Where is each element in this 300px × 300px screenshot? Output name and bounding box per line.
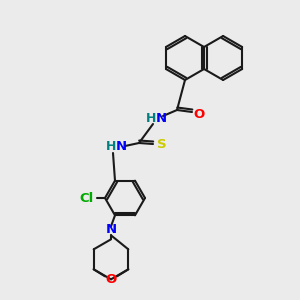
Text: H: H [106,140,116,154]
Text: S: S [157,139,167,152]
Text: H: H [146,112,156,124]
Text: N: N [116,140,127,154]
Text: N: N [155,112,167,124]
Text: O: O [105,273,117,286]
Text: N: N [105,223,117,236]
Text: O: O [194,107,205,121]
Text: Cl: Cl [80,191,94,205]
